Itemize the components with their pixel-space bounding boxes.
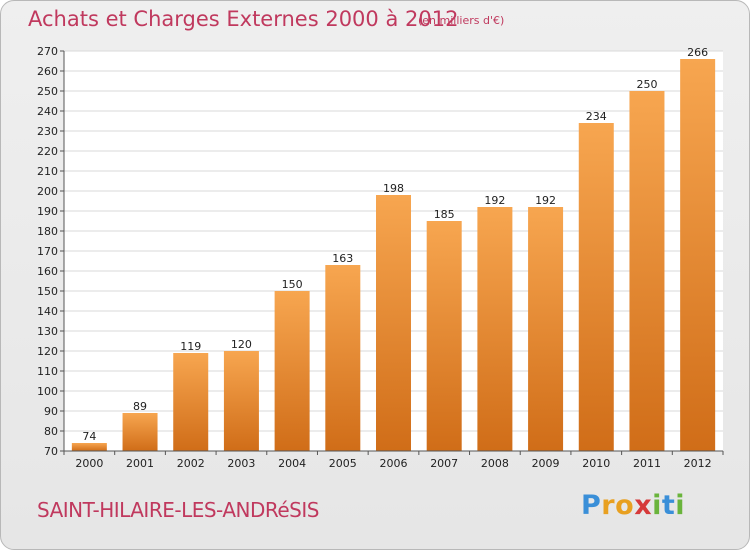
bar [122, 413, 158, 451]
x-tick-label: 2002 [177, 457, 205, 470]
x-tick-label: 2004 [278, 457, 306, 470]
data-label: 266 [687, 46, 708, 59]
data-label: 89 [133, 400, 147, 413]
y-tick-label: 210 [37, 165, 58, 178]
x-tick-label: 2009 [532, 457, 560, 470]
bar [629, 91, 665, 451]
x-tick-label: 2008 [481, 457, 509, 470]
y-tick-label: 230 [37, 125, 58, 138]
y-tick-label: 100 [37, 385, 58, 398]
x-axis: 2000 2001 2002 2003 2004 2005 2006 2007 2008 2009… [63, 450, 724, 470]
y-tick-label: 200 [37, 185, 58, 198]
bar [173, 353, 209, 451]
y-tick-label: 270 [37, 45, 58, 58]
logo-letter: t [661, 490, 676, 521]
data-label: 250 [636, 78, 657, 91]
x-tick-label: 2001 [126, 457, 154, 470]
data-label: 150 [282, 278, 303, 291]
logo-letter: r [601, 490, 616, 521]
logo-letter: P [581, 490, 602, 521]
bar [274, 291, 310, 451]
data-label: 192 [535, 194, 556, 207]
proxiti-logo[interactable]: Proxiti [581, 490, 685, 521]
x-tick-label: 2006 [380, 457, 408, 470]
data-label: 120 [231, 338, 252, 351]
y-tick-label: 140 [37, 305, 58, 318]
y-tick-label: 220 [37, 145, 58, 158]
data-label: 192 [484, 194, 505, 207]
bar [680, 59, 716, 451]
y-tick-label: 150 [37, 285, 58, 298]
y-tick-label: 240 [37, 105, 58, 118]
commune-name: SAINT-HILAIRE-LES-ANDRéSIS [37, 498, 319, 522]
y-tick-label: 130 [37, 325, 58, 338]
chart-unit: (en milliers d'€) [418, 14, 505, 27]
bar [71, 443, 107, 451]
bar [325, 265, 361, 451]
bar [223, 351, 259, 451]
bar [528, 207, 564, 451]
bar [376, 195, 411, 451]
data-label: 234 [586, 110, 607, 123]
y-tick-label: 250 [37, 85, 58, 98]
y-tick-label: 170 [37, 245, 58, 258]
data-label: 185 [434, 208, 455, 221]
data-label: 119 [180, 340, 201, 353]
x-tick-label: 2011 [633, 457, 661, 470]
logo-letter: o [615, 490, 635, 521]
bar [578, 123, 614, 451]
y-axis: 70 80 90 100 110 120 130 140 150 160 170 180 190 200 2… [37, 45, 65, 458]
y-tick-label: 70 [44, 445, 58, 458]
bar [426, 221, 462, 451]
data-label: 74 [82, 430, 96, 443]
x-tick-label: 2005 [329, 457, 357, 470]
y-tick-label: 80 [44, 425, 58, 438]
x-tick-label: 2010 [582, 457, 610, 470]
bars: 74 89 119 120 150 163 198 185 192 192 234 250 266 [71, 46, 716, 451]
bar [477, 207, 513, 451]
y-tick-label: 110 [37, 365, 58, 378]
y-tick-label: 180 [37, 225, 58, 238]
logo-letter: x [634, 490, 653, 521]
logo-letter: i [675, 490, 686, 521]
chart-title: Achats et Charges Externes 2000 à 2012 [28, 7, 459, 31]
y-tick-label: 90 [44, 405, 58, 418]
y-tick-label: 260 [37, 65, 58, 78]
data-label: 198 [383, 182, 404, 195]
logo-letter: i [652, 490, 662, 521]
x-tick-label: 2007 [430, 457, 458, 470]
y-tick-label: 190 [37, 205, 58, 218]
x-tick-label: 2012 [684, 457, 712, 470]
data-label: 163 [332, 252, 353, 265]
y-tick-label: 160 [37, 265, 58, 278]
x-tick-label: 2000 [75, 457, 103, 470]
x-tick-label: 2003 [227, 457, 255, 470]
y-tick-label: 120 [37, 345, 58, 358]
